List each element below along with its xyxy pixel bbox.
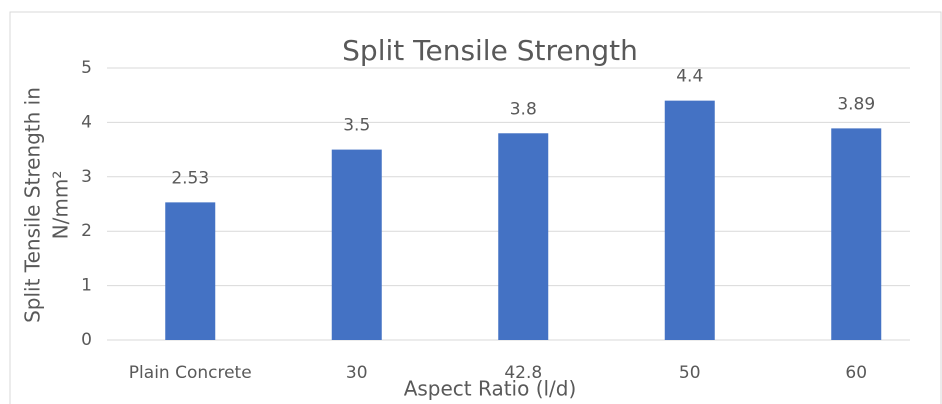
y-tick-label: 2 (81, 221, 92, 241)
y-tick-label: 3 (81, 167, 92, 187)
bar (831, 128, 882, 340)
x-tick-label: Plain Concrete (129, 363, 252, 383)
chart-frame (9, 11, 942, 404)
y-tick-label: 0 (81, 330, 92, 350)
bar (664, 100, 715, 340)
bar (498, 133, 549, 340)
x-tick-label: 50 (679, 363, 701, 383)
x-tick-label: 30 (346, 363, 368, 383)
data-label: 3.89 (837, 94, 875, 114)
chart-title: Split Tensile Strength (342, 34, 638, 67)
y-axis-label: Split Tensile Strength in (21, 87, 45, 323)
y-axis-label: N/mm² (49, 171, 73, 240)
data-label: 4.4 (676, 67, 703, 87)
data-label: 2.53 (171, 168, 209, 188)
bar (331, 149, 382, 340)
y-tick-label: 5 (81, 58, 92, 78)
y-tick-label: 1 (81, 276, 92, 296)
x-tick-label: 42.8 (504, 363, 542, 383)
x-axis-label: Aspect Ratio (l/d) (404, 377, 577, 401)
data-label: 3.5 (343, 116, 370, 136)
data-label: 3.8 (510, 99, 537, 119)
bar (165, 202, 216, 340)
y-tick-label: 4 (81, 112, 92, 132)
x-tick-label: 60 (845, 363, 867, 383)
